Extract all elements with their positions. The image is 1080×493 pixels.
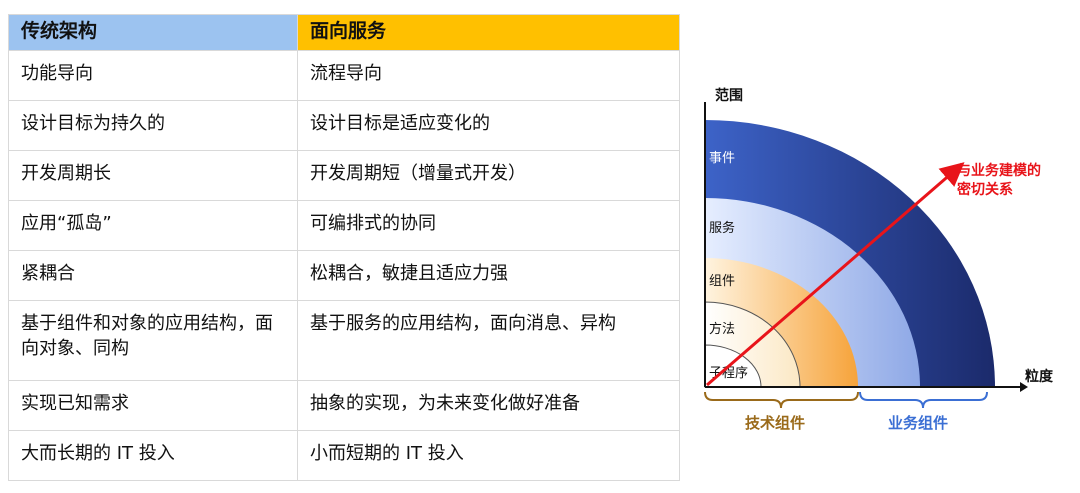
cell-service: 开发周期短（增量式开发） (297, 150, 680, 201)
table-row: 应用“孤岛” 可编排式的协同 (8, 200, 680, 251)
comparison-table: 传统架构 面向服务 功能导向 流程导向 设计目标为持久的 设计目标是适应变化的 … (8, 14, 680, 481)
ring-label-component: 组件 (709, 274, 735, 289)
cell-traditional: 功能导向 (8, 50, 298, 101)
business-component-brace (859, 391, 988, 409)
ring-label-service: 服务 (709, 220, 735, 236)
header-service-oriented: 面向服务 (297, 14, 680, 51)
cell-traditional: 开发周期长 (8, 150, 298, 201)
cell-traditional: 基于组件和对象的应用结构，面向对象、同构 (8, 300, 298, 381)
cell-service: 流程导向 (297, 50, 680, 101)
x-axis-arrowhead (1020, 382, 1028, 392)
x-axis-label: 粒度 (1025, 368, 1054, 385)
table-row: 紧耦合 松耦合，敏捷且适应力强 (8, 250, 680, 301)
cell-service: 松耦合，敏捷且适应力强 (297, 250, 680, 301)
cell-traditional: 应用“孤岛” (8, 200, 298, 251)
tech-component-brace (704, 391, 859, 409)
cell-service: 小而短期的 IT 投入 (297, 430, 680, 481)
table-row: 基于组件和对象的应用结构，面向对象、同构 基于服务的应用结构，面向消息、异构 (8, 300, 680, 381)
business-modeling-arrow (706, 162, 965, 387)
cell-service: 基于服务的应用结构，面向消息、异构 (297, 300, 680, 381)
cell-traditional: 紧耦合 (8, 250, 298, 301)
table-row: 设计目标为持久的 设计目标是适应变化的 (8, 100, 680, 151)
ring-label-method: 方法 (709, 321, 735, 337)
cell-traditional: 设计目标为持久的 (8, 100, 298, 151)
table-row: 开发周期长 开发周期短（增量式开发） (8, 150, 680, 201)
table-header-row: 传统架构 面向服务 (8, 14, 680, 51)
granularity-scope-diagram: 范围 粒度 事件 服务 组件 方法 子程序 与业务建模的 密切关系 技术组件 业… (704, 87, 1054, 432)
ring-label-event: 事件 (709, 151, 735, 166)
arrow-label-line1: 与业务建模的 (957, 162, 1041, 179)
brace-label-tech: 技术组件 (745, 414, 805, 432)
cell-service: 设计目标是适应变化的 (297, 100, 680, 151)
table-row: 功能导向 流程导向 (8, 50, 680, 101)
header-traditional: 传统架构 (8, 14, 298, 51)
cell-service: 可编排式的协同 (297, 200, 680, 251)
y-axis-label: 范围 (715, 87, 743, 104)
table-row: 大而长期的 IT 投入 小而短期的 IT 投入 (8, 430, 680, 481)
brace-label-business: 业务组件 (888, 414, 948, 432)
ring-label-subroutine: 子程序 (709, 366, 748, 381)
table-row: 实现已知需求 抽象的实现，为未来变化做好准备 (8, 380, 680, 431)
arrow-label-line2: 密切关系 (956, 181, 1013, 198)
cell-service: 抽象的实现，为未来变化做好准备 (297, 380, 680, 431)
cell-traditional: 大而长期的 IT 投入 (8, 430, 298, 481)
cell-traditional: 实现已知需求 (8, 380, 298, 431)
